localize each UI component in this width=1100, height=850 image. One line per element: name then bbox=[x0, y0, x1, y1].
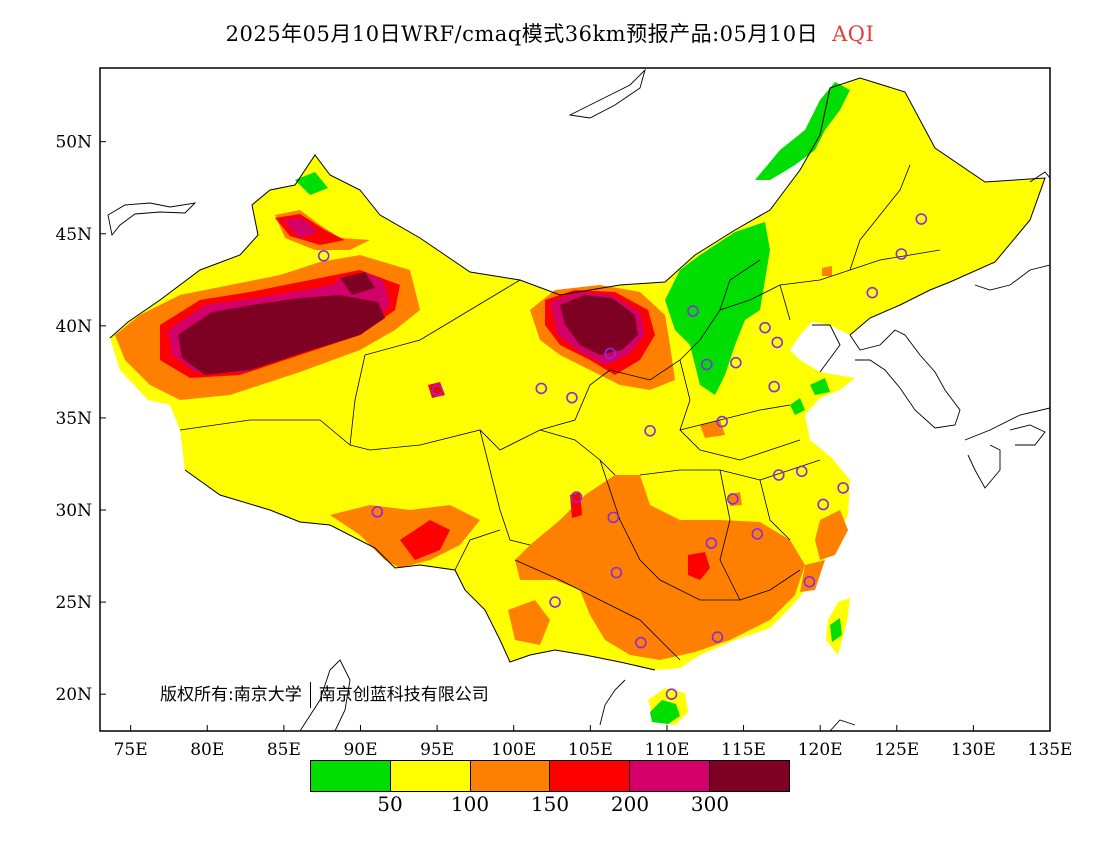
station-marker bbox=[535, 382, 548, 395]
legend-swatch bbox=[311, 761, 391, 791]
lon-tick-label: 75E bbox=[114, 740, 148, 760]
station-marker bbox=[705, 537, 718, 549]
legend-swatch bbox=[470, 761, 551, 791]
legend-swatch bbox=[710, 761, 789, 791]
station-marker bbox=[727, 493, 739, 505]
coastlines bbox=[107, 68, 1050, 731]
station-marker bbox=[431, 384, 443, 397]
station-marker bbox=[803, 576, 816, 588]
station-marker bbox=[772, 469, 785, 481]
national-border bbox=[109, 77, 1046, 339]
province-borders bbox=[179, 164, 941, 661]
plot-frame bbox=[99, 67, 1051, 732]
station-marker bbox=[700, 358, 713, 371]
station-marker bbox=[716, 415, 728, 428]
station-marker bbox=[604, 347, 617, 360]
lon-tick-label: 130E bbox=[951, 740, 996, 760]
station-marker bbox=[635, 636, 647, 649]
station-marker bbox=[915, 213, 928, 225]
copyright-partner: 南京创蓝科技有限公司 bbox=[318, 685, 489, 705]
aqi-region-sensitive-tibet bbox=[330, 505, 480, 568]
lon-tick-label: 100E bbox=[491, 740, 536, 760]
lat-tick-label: 30N bbox=[55, 501, 92, 521]
station-marker bbox=[771, 336, 784, 349]
station-marker bbox=[566, 391, 578, 404]
legend-swatch bbox=[390, 761, 471, 791]
station-marker bbox=[817, 498, 830, 511]
lon-tick-label: 95E bbox=[420, 740, 454, 760]
aqi-region-hazardous-tarim bbox=[178, 295, 385, 375]
title-main: 2025年05月10日WRF/cmaq模式36km预报产品:05月10日 bbox=[225, 22, 819, 46]
station-marker bbox=[687, 305, 699, 317]
legend-label: 200 bbox=[610, 792, 650, 816]
aqi-color-legend bbox=[310, 760, 790, 792]
station-markers bbox=[317, 213, 928, 700]
title-field: AQI bbox=[832, 22, 875, 46]
station-marker bbox=[610, 566, 623, 579]
lat-tick-label: 25N bbox=[55, 593, 92, 613]
legend-label: 150 bbox=[530, 792, 570, 816]
station-marker bbox=[866, 286, 879, 299]
lon-tick-label: 85E bbox=[267, 740, 301, 760]
lon-tick-label: 135E bbox=[1028, 740, 1073, 760]
lon-tick-label: 115E bbox=[721, 740, 766, 760]
station-marker bbox=[730, 356, 742, 369]
station-marker bbox=[759, 321, 771, 334]
station-marker bbox=[895, 248, 908, 260]
lat-tick-label: 40N bbox=[55, 317, 92, 337]
station-marker bbox=[795, 465, 808, 478]
map-content bbox=[107, 68, 1050, 731]
station-marker bbox=[570, 491, 583, 503]
station-marker bbox=[665, 688, 678, 700]
station-marker bbox=[549, 596, 561, 608]
legend-label: 50 bbox=[377, 792, 403, 816]
lat-tick-label: 45N bbox=[55, 225, 92, 245]
lat-tick-label: 50N bbox=[55, 133, 92, 153]
copyright-owner: 版权所有:南京大学 bbox=[160, 685, 302, 705]
station-marker bbox=[711, 631, 724, 643]
legend-label: 300 bbox=[690, 792, 730, 816]
lon-tick-label: 80E bbox=[190, 740, 224, 760]
map-title: 2025年05月10日WRF/cmaq模式36km预报产品:05月10日 AQI bbox=[0, 18, 1100, 48]
lon-tick-label: 90E bbox=[343, 740, 377, 760]
lat-tick-label: 35N bbox=[55, 409, 92, 429]
station-marker bbox=[644, 425, 656, 437]
lat-tick-label: 20N bbox=[55, 685, 92, 705]
station-marker bbox=[751, 528, 764, 540]
longitude-axis: 75E 80E 85E 90E 95E 100E 105E 110E 115E 120E 125E 1… bbox=[114, 725, 1073, 760]
legend-swatch bbox=[630, 761, 711, 791]
latitude-axis: 20N 25N 30N 35N 40N 45N 50N bbox=[55, 133, 106, 705]
lon-tick-label: 125E bbox=[874, 740, 919, 760]
copyright-note: 版权所有:南京大学 南京创蓝科技有限公司 bbox=[160, 680, 489, 708]
legend-label: 100 bbox=[450, 792, 490, 816]
station-marker bbox=[768, 380, 780, 393]
aqi-region-good-inner-mongolia bbox=[665, 222, 770, 395]
station-marker bbox=[371, 506, 384, 518]
lon-tick-label: 105E bbox=[568, 740, 613, 760]
station-marker bbox=[317, 250, 330, 262]
station-marker bbox=[607, 511, 620, 524]
station-marker bbox=[837, 482, 849, 494]
aqi-region-sensitive-south bbox=[515, 475, 805, 660]
copyright-separator bbox=[309, 682, 311, 708]
legend-swatch bbox=[550, 761, 631, 791]
lon-tick-label: 110E bbox=[645, 740, 690, 760]
aqi-region-hazardous-kubuqi bbox=[560, 295, 638, 355]
lon-tick-label: 120E bbox=[798, 740, 843, 760]
